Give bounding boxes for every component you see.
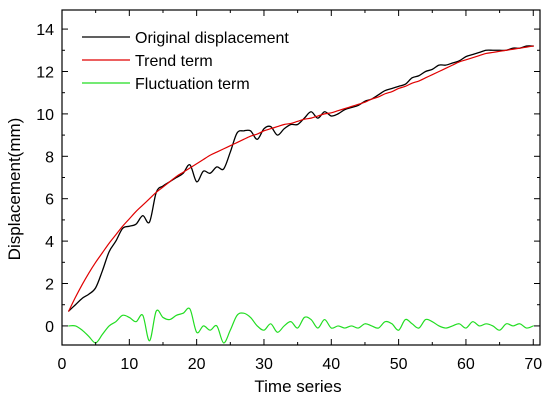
x-tick-label: 60	[457, 356, 475, 373]
y-tick-label: 6	[45, 192, 54, 209]
legend-label-fluctuation-term: Fluctuation term	[135, 76, 250, 93]
y-tick-label: 4	[45, 234, 54, 251]
y-tick-label: 10	[36, 107, 54, 124]
y-tick-label: 8	[45, 149, 54, 166]
plot-frame	[61, 9, 541, 346]
x-tick-label: 50	[390, 356, 408, 373]
y-tick-label: 12	[36, 64, 54, 81]
series-line-trend-term	[68, 45, 534, 312]
y-tick-label: 2	[45, 277, 54, 294]
legend-label-original-displacement: Original displacement	[135, 30, 289, 47]
y-axis-label: Displacement(mm)	[5, 118, 24, 261]
x-tick-label: 40	[322, 356, 340, 373]
y-tick-label: 0	[45, 319, 54, 336]
x-tick-label: 0	[58, 356, 67, 373]
series-group	[68, 45, 534, 344]
legend-label-trend-term: Trend term	[135, 53, 213, 70]
series-line-original-displacement	[68, 45, 534, 312]
plot-layer	[68, 45, 534, 344]
series-line-fluctuation-term	[68, 307, 534, 344]
x-axis-label: Time series	[254, 377, 341, 396]
y-tick-label: 14	[36, 22, 54, 39]
x-tick-label: 20	[188, 356, 206, 373]
x-tick-label: 30	[255, 356, 273, 373]
x-tick-label: 10	[120, 356, 138, 373]
x-tick-label: 70	[524, 356, 542, 373]
legend: Original displacement Trend term Fluctuati…	[82, 30, 289, 93]
axis-layer: 0 10 20 30 40 50 60 70 0 2 4 6 8 10 12 14	[36, 9, 542, 373]
